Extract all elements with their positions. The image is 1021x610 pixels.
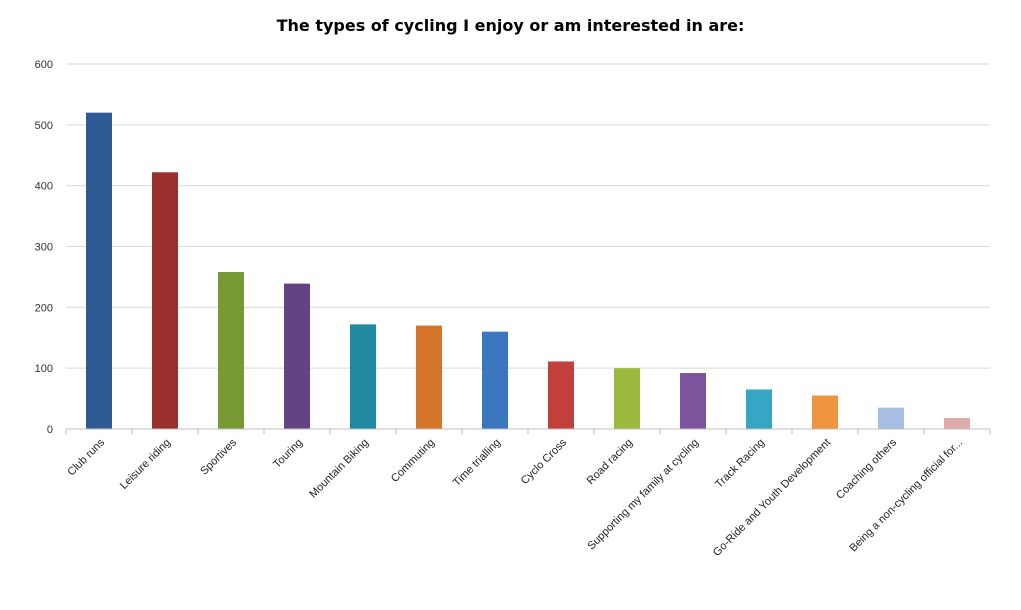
x-category-label: Being a non-cycling official for... [847,437,965,555]
x-axis-category-labels: Club runs Leisure riding Sportives Touring M… [65,436,965,559]
y-tick-label: 400 [35,181,53,193]
bar [218,272,244,429]
x-category-label: Touring [271,437,305,471]
bar [614,368,640,429]
x-category-label: Cyclo Cross [519,436,570,487]
x-category-label: Club runs [65,436,107,478]
x-category-label: Mountain Biking [307,437,371,501]
x-category-label: Supporting my family at cycling [585,437,701,553]
bar [86,112,112,430]
y-tick-label: 500 [35,120,53,132]
bar [746,389,772,429]
y-tick-label: 600 [35,59,53,71]
x-axis [65,428,991,434]
y-tick-label: 100 [35,363,53,375]
y-tick-label: 0 [47,424,53,436]
bar [416,325,442,429]
x-category-label: Sportives [198,436,239,477]
bar [944,418,970,429]
bar [878,407,904,429]
x-category-label: Leisure riding [118,437,173,492]
bar [284,283,310,429]
bar [680,373,706,429]
y-tick-label: 300 [35,242,53,254]
x-category-label: Time trialling [451,437,503,489]
bar [548,361,574,429]
x-category-label: Commuting [389,437,437,485]
x-category-label: Track Racing [713,437,767,491]
x-category-label: Go-Ride and Youth Development [711,437,833,559]
bar [812,395,838,429]
y-tick-label: 200 [35,302,53,314]
gridlines [66,63,990,430]
x-category-label: Coaching others [834,436,899,501]
y-axis-tick-labels: 0 100 200 300 400 500 600 [35,59,53,436]
x-category-label: Road racing [585,437,635,487]
bar [482,331,508,429]
bar [152,172,178,430]
chart-title: The types of cycling I enjoy or am inter… [276,16,745,35]
bars [86,112,970,430]
bar [350,324,376,429]
